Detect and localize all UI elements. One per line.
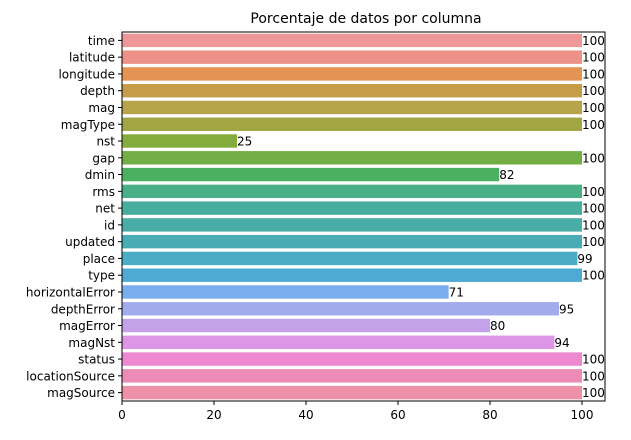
- value-label-depth: 100: [582, 84, 605, 98]
- value-label-type: 100: [582, 269, 605, 283]
- category-label-latitude: latitude: [69, 51, 115, 65]
- value-label-horizontalError: 71: [449, 285, 464, 299]
- category-label-mag: mag: [88, 101, 115, 115]
- category-label-magError: magError: [59, 319, 115, 333]
- bar-time: [122, 33, 582, 48]
- value-label-time: 100: [582, 34, 605, 48]
- bar-gap: [122, 151, 582, 165]
- category-label-depth: depth: [80, 84, 115, 98]
- x-tick-label-100: 100: [571, 408, 594, 422]
- x-tick-label-0: 0: [118, 408, 126, 422]
- value-label-id: 100: [582, 218, 605, 232]
- category-label-depthError: depthError: [51, 302, 115, 316]
- bar-rms: [122, 184, 582, 199]
- category-labels-group: time latitude longitude depth mag magType nst g…: [26, 34, 122, 400]
- category-label-place: place: [83, 252, 115, 266]
- category-label-dmin: dmin: [85, 168, 115, 182]
- value-labels-group: 100 100 100 100 100 100 25 100 82 100 100 100 100 99 1…: [237, 34, 605, 400]
- x-tick-label-80: 80: [482, 408, 497, 422]
- bar-updated: [122, 234, 582, 249]
- bar-dmin: [122, 167, 500, 182]
- bar-longitude: [122, 67, 582, 81]
- bar-magSource: [122, 385, 582, 400]
- value-label-rms: 100: [582, 185, 605, 199]
- value-label-updated: 100: [582, 235, 605, 249]
- value-label-status: 100: [582, 353, 605, 367]
- category-label-status: status: [78, 353, 115, 367]
- value-label-longitude: 100: [582, 67, 605, 81]
- chart-title: Porcentaje de datos por columna: [250, 11, 481, 27]
- category-label-id: id: [104, 218, 115, 232]
- category-label-magNst: magNst: [68, 336, 115, 350]
- value-label-mag: 100: [582, 101, 605, 115]
- bar-place: [122, 251, 578, 266]
- category-label-magType: magType: [61, 118, 115, 132]
- bar-depth: [122, 83, 582, 98]
- bar-magNst: [122, 335, 555, 350]
- bar-magType: [122, 117, 582, 131]
- value-label-depthError: 95: [559, 302, 574, 316]
- category-label-time: time: [88, 34, 115, 48]
- category-label-horizontalError: horizontalError: [26, 285, 115, 299]
- category-label-longitude: longitude: [58, 67, 115, 81]
- category-label-magSource: magSource: [47, 386, 115, 400]
- category-label-nst: nst: [96, 135, 115, 149]
- category-label-locationSource: locationSource: [26, 369, 115, 383]
- value-label-magSource: 100: [582, 386, 605, 400]
- value-label-magType: 100: [582, 118, 605, 132]
- bar-type: [122, 268, 582, 282]
- category-label-type: type: [88, 269, 115, 283]
- category-label-rms: rms: [92, 185, 115, 199]
- bar-magError: [122, 318, 490, 333]
- category-label-updated: updated: [65, 235, 115, 249]
- value-label-locationSource: 100: [582, 369, 605, 383]
- bar-net: [122, 201, 582, 215]
- bar-nst: [122, 134, 237, 148]
- bar-locationSource: [122, 369, 582, 383]
- value-label-gap: 100: [582, 151, 605, 165]
- bar-horizontalError: [122, 285, 449, 299]
- category-label-gap: gap: [92, 151, 115, 165]
- x-axis-ticks-group: 0 20 40 60 80 100: [118, 401, 593, 422]
- value-label-magError: 80: [490, 319, 505, 333]
- category-label-net: net: [95, 202, 115, 216]
- value-label-dmin: 82: [499, 168, 514, 182]
- x-tick-label-60: 60: [390, 408, 405, 422]
- plot-frame: [121, 31, 606, 402]
- value-label-place: 99: [577, 252, 592, 266]
- bar-status: [122, 352, 582, 366]
- bar-depthError: [122, 302, 559, 316]
- value-label-net: 100: [582, 202, 605, 216]
- x-tick-label-40: 40: [298, 408, 313, 422]
- bar-latitude: [122, 50, 582, 64]
- bars-group: [122, 33, 582, 400]
- bar-id: [122, 218, 582, 232]
- value-label-nst: 25: [237, 135, 252, 149]
- bar-mag: [122, 100, 582, 115]
- value-label-latitude: 100: [582, 51, 605, 65]
- x-tick-label-20: 20: [206, 408, 221, 422]
- value-label-magNst: 94: [554, 336, 569, 350]
